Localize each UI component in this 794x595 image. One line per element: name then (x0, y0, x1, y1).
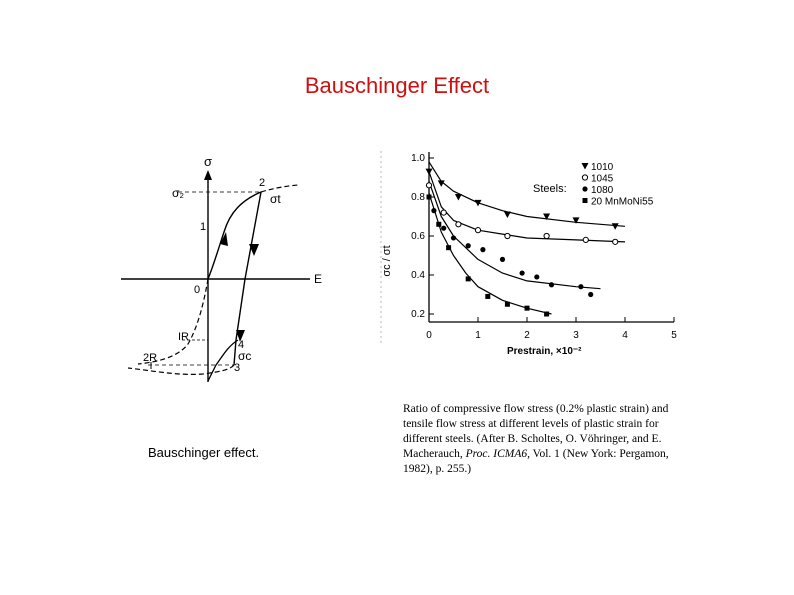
data-point (582, 198, 588, 203)
sigma2-label: σ₂ (172, 186, 184, 200)
chart-points (425, 168, 619, 317)
chart-axes: 0 1 2 3 4 5 0.2 0.4 0.6 0.8 1.0 (380, 151, 677, 343)
data-point (519, 270, 525, 276)
sigma-t-label: σt (270, 192, 281, 206)
data-point (440, 209, 447, 216)
unloading-curve (233, 191, 262, 366)
y-tick-label: 0.4 (411, 270, 425, 281)
caption-italic: Proc. ICMA6, (465, 448, 530, 460)
data-point (437, 180, 445, 187)
continuation-dash (260, 184, 299, 193)
y-tick-label: 1.0 (411, 153, 425, 164)
data-point (581, 174, 589, 181)
data-point (474, 199, 482, 207)
x-tick-label: 4 (622, 330, 628, 341)
data-point (578, 284, 584, 290)
data-point (544, 311, 550, 317)
data-point (425, 182, 433, 189)
x-axis-title: Prestrain, ×10⁻² (507, 346, 582, 357)
legend-label: 1045 (591, 174, 614, 185)
series-curve (428, 161, 626, 227)
point-1-label: 1 (200, 221, 206, 233)
point-3-label: 3 (234, 362, 240, 374)
series-curve (428, 171, 626, 243)
series-curve (428, 181, 601, 290)
legend-label: 20 MnMoNi55 (591, 197, 654, 208)
reverse-curve (127, 364, 235, 375)
data-point (572, 217, 580, 224)
data-point (524, 305, 530, 311)
arrow-reverse (236, 330, 245, 342)
data-point (455, 221, 462, 228)
data-point (611, 223, 619, 230)
data-point (534, 274, 540, 280)
data-point (450, 235, 457, 241)
data-point (425, 168, 433, 176)
data-point (454, 194, 462, 201)
data-point (441, 225, 447, 231)
y-axis-arrow (204, 170, 212, 180)
data-point (581, 163, 589, 170)
point-2r-label: 2R (143, 352, 157, 364)
ir-curve (137, 278, 209, 365)
data-point (480, 247, 486, 253)
data-point (465, 276, 471, 282)
data-point (426, 194, 432, 200)
data-point (485, 293, 491, 299)
ir-label: IR (178, 331, 189, 343)
slide-title: Bauschinger Effect (304, 73, 490, 98)
ratio-chart: 0 1 2 3 4 5 0.2 0.4 0.6 0.8 1.0 σc / σt Prestrain,… (380, 151, 677, 357)
legend-label: 1010 (591, 162, 614, 173)
data-point (588, 291, 594, 298)
caption-text-end: Vol. 1 (New York: Pergamon, 1982), p. 25… (403, 448, 669, 475)
caption-left: Bauschinger effect. (148, 445, 260, 460)
data-point (431, 208, 437, 214)
reverse-loading (207, 339, 239, 382)
data-point (548, 282, 555, 288)
data-point (465, 243, 471, 249)
caption-right: Ratio of compressive flow stress (0.2% p… (403, 402, 673, 477)
y-tick-label: 0.8 (411, 192, 425, 203)
arrow-loading (220, 232, 228, 246)
origin-label: 0 (194, 284, 200, 296)
data-point (436, 221, 442, 227)
x-tick-label: 5 (671, 330, 677, 341)
sigma-c-label: σc (238, 349, 251, 363)
y-axis-label: σ (204, 154, 212, 169)
x-tick-label: 0 (426, 330, 432, 341)
series-curve (428, 192, 552, 315)
data-point (543, 232, 550, 240)
loading-curve (207, 191, 262, 280)
data-point (504, 232, 511, 240)
data-point (503, 211, 511, 219)
data-point (612, 238, 619, 245)
data-point (504, 301, 510, 307)
y-axis-title: σc / σt (381, 245, 393, 276)
x-tick-label: 3 (573, 330, 579, 341)
data-point (499, 256, 506, 262)
data-point (446, 245, 452, 251)
data-point (582, 186, 588, 192)
y-tick-label: 0.6 (411, 231, 425, 242)
x-tick-label: 2 (524, 330, 530, 341)
caption-text: Ratio of compressive flow stress (0.2% p… (403, 403, 669, 460)
legend-title: Steels: (533, 183, 567, 195)
data-point (543, 213, 551, 220)
x-tick-label: 1 (475, 330, 481, 341)
data-point (582, 236, 589, 244)
arrow-unloading (249, 244, 259, 256)
chart-curves (428, 161, 626, 315)
x-axis-label: E (314, 272, 322, 286)
y-tick-label: 0.2 (411, 309, 425, 320)
legend-label: 1080 (591, 185, 614, 196)
point-2-label: 2 (259, 177, 265, 189)
data-point (474, 227, 482, 234)
hysteresis-diagram: σ E 0 σ₂ 1 2 σt IR 2R 3 4 σc (121, 154, 322, 382)
point-4-label: 4 (238, 339, 244, 351)
